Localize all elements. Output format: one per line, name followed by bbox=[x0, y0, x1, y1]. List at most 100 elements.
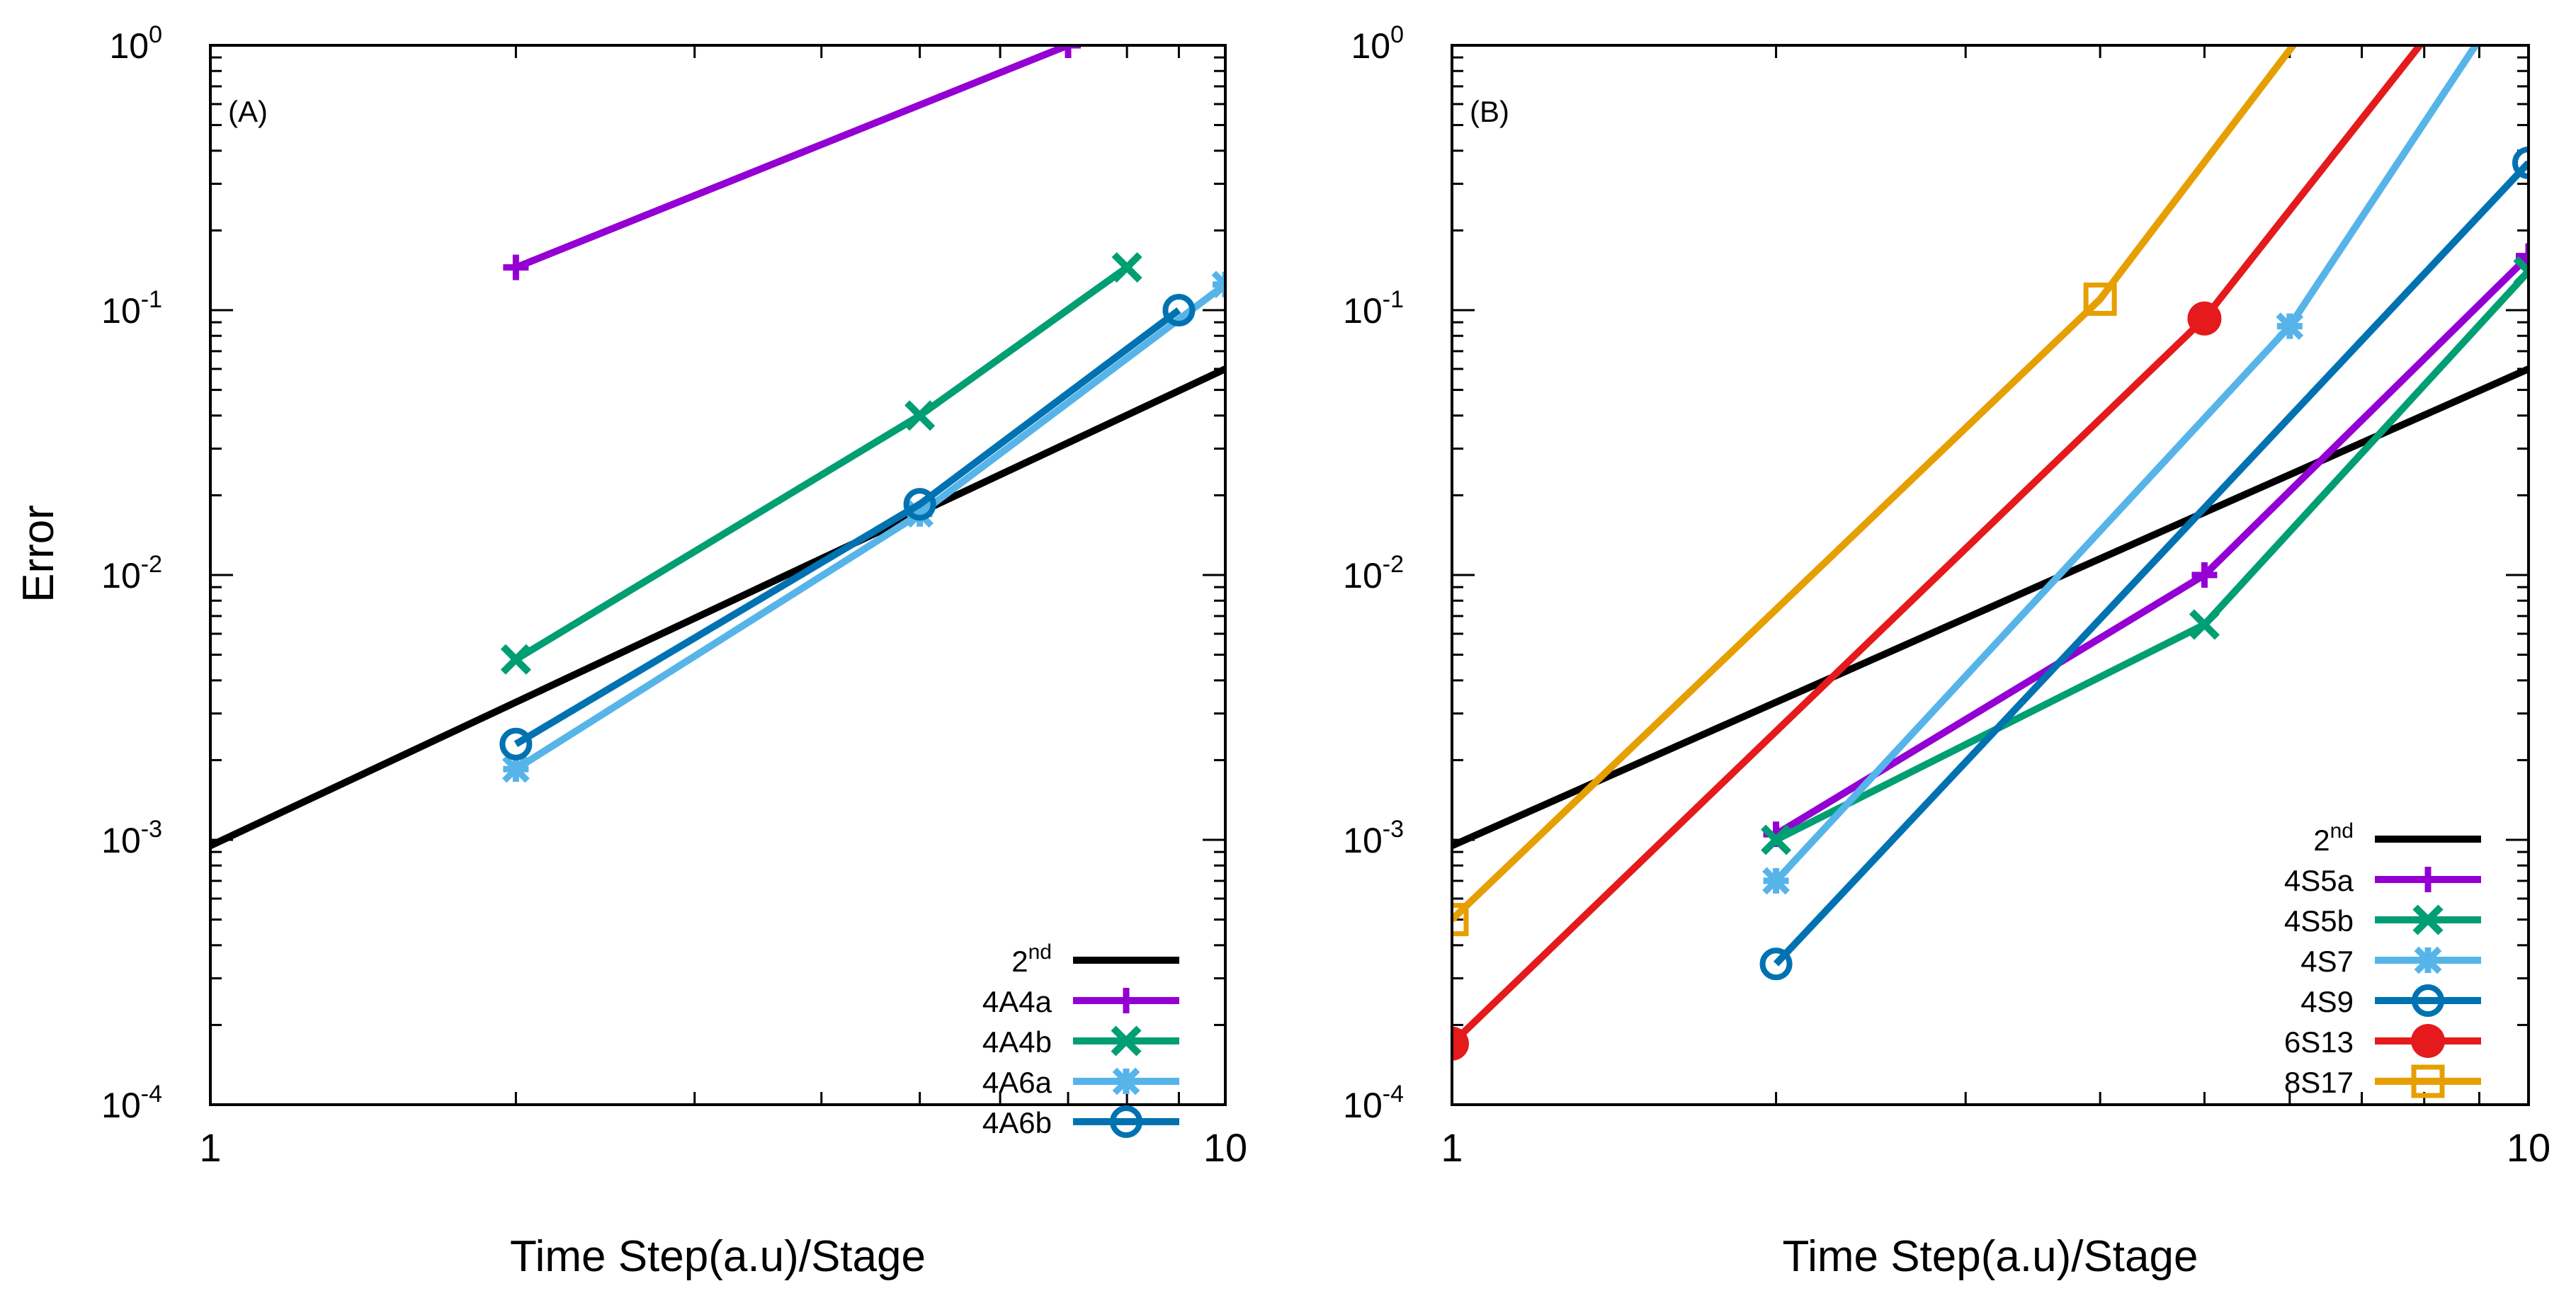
y-tick-base: 10 bbox=[109, 26, 149, 66]
series-4a6b bbox=[499, 294, 1196, 761]
y-tick-base: 10 bbox=[101, 1086, 141, 1125]
legend-label-superscript: nd bbox=[2330, 819, 2354, 843]
legend-label: 4S5b bbox=[2284, 904, 2354, 938]
legend-entry-6s13: 6S13 bbox=[2284, 1024, 2481, 1059]
y-tick-label: 10-3 bbox=[1343, 816, 1404, 860]
y-tick-exponent: -2 bbox=[1383, 551, 1404, 578]
data-point-4s5b bbox=[2513, 256, 2529, 287]
plot-frame bbox=[209, 44, 1227, 1106]
x-tick-label: 10 bbox=[1203, 1125, 1247, 1170]
series-line-8s17 bbox=[1452, 45, 2298, 923]
x-tick-label: 10 bbox=[2507, 1125, 2551, 1170]
x-axis-label: Time Step(a.u)/Stage bbox=[510, 1232, 926, 1281]
y-tick-exponent: -3 bbox=[1383, 816, 1404, 843]
legend-label: 4A4a bbox=[982, 985, 1052, 1018]
x-axis-label: Time Step(a.u)/Stage bbox=[1783, 1232, 2198, 1281]
data-point-4s7 bbox=[2276, 312, 2304, 341]
legend-marker-4s7 bbox=[2414, 946, 2442, 974]
legend-entry-8s17: 8S17 bbox=[2284, 1064, 2481, 1099]
legend-entry-4s9: 4S9 bbox=[2300, 984, 2481, 1018]
y-tick-base: 10 bbox=[1343, 1086, 1383, 1125]
y-tick-exponent: -2 bbox=[141, 551, 162, 578]
data-point-8s17 bbox=[2083, 283, 2117, 317]
series-line-4a4a bbox=[514, 45, 1069, 271]
legend-entry-4a4a: 4A4a bbox=[982, 985, 1179, 1018]
data-point-4a6a bbox=[501, 755, 530, 783]
data-point-4a4b bbox=[500, 644, 531, 675]
y-tick-base: 10 bbox=[1343, 291, 1383, 331]
legend-marker-6s13 bbox=[2411, 1024, 2445, 1058]
y-axis-label: Error bbox=[14, 505, 63, 603]
y-tick-label: 10-2 bbox=[101, 551, 162, 596]
legend-label: 4A6b bbox=[982, 1106, 1052, 1139]
data-point-4a4a bbox=[1055, 45, 1082, 58]
legend-label: 4S9 bbox=[2300, 985, 2354, 1018]
series-4a4b bbox=[500, 252, 1142, 675]
legend-entry-4s7: 4S7 bbox=[2300, 945, 2481, 978]
data-point-4s5b bbox=[1761, 824, 1792, 855]
data-point-4a4a bbox=[503, 254, 529, 280]
legend-marker-4s5b bbox=[2412, 904, 2444, 935]
series-line-4s7 bbox=[1773, 45, 2480, 884]
y-tick-exponent: -1 bbox=[141, 286, 162, 313]
legend-marker-4a6a bbox=[1112, 1067, 1140, 1095]
panel-label: (A) bbox=[228, 95, 268, 128]
legend-label: 8S17 bbox=[2284, 1066, 2354, 1099]
series-line-2nd bbox=[1452, 365, 2529, 849]
series-line-2nd bbox=[210, 365, 1225, 849]
series-4a6a bbox=[501, 271, 1225, 783]
data-point-4a6b bbox=[1162, 294, 1196, 326]
y-tick-label: 10-3 bbox=[101, 816, 162, 860]
legend: 2nd 4S5a 4S5b 4S7 4S9 6S13 8S17 bbox=[2284, 819, 2481, 1099]
series-4s7 bbox=[1762, 45, 2480, 895]
y-tick-exponent: -4 bbox=[141, 1081, 162, 1108]
data-point-4s7 bbox=[1762, 867, 1790, 895]
legend-label: 2nd bbox=[1011, 940, 1052, 978]
data-point-4s9 bbox=[2512, 146, 2529, 179]
series-line-4s5a bbox=[1774, 254, 2529, 838]
x-tick-label: 1 bbox=[199, 1125, 221, 1170]
legend-marker-8s17 bbox=[2411, 1064, 2445, 1098]
data-point-4a4b bbox=[904, 400, 936, 431]
y-tick-label: 100 bbox=[109, 21, 162, 66]
legend-entry-4a4b: 4A4b bbox=[982, 1025, 1179, 1059]
legend-label: 6S13 bbox=[2284, 1025, 2354, 1059]
plot-frame bbox=[1451, 44, 2530, 1106]
series-group bbox=[210, 45, 1225, 849]
data-point-6s13 bbox=[1452, 1026, 1469, 1061]
legend: 2nd 4A4a 4A4b 4A6a 4A6b bbox=[982, 940, 1179, 1139]
series-line-4a6b bbox=[514, 307, 1181, 748]
y-tick-exponent: -4 bbox=[1383, 1081, 1404, 1108]
y-tick-label: 10-2 bbox=[1343, 551, 1404, 596]
legend-entry-2nd: 2nd bbox=[2313, 819, 2481, 857]
y-tick-label: 10-1 bbox=[101, 286, 162, 331]
y-tick-label: 100 bbox=[1351, 21, 1404, 66]
data-point-4s9 bbox=[1759, 947, 1793, 981]
legend-marker-4a4a bbox=[1113, 988, 1139, 1013]
y-tick-exponent: 0 bbox=[1390, 21, 1404, 48]
legend-label-base: 2 bbox=[1011, 945, 1028, 978]
legend-entry-2nd: 2nd bbox=[1011, 940, 1179, 978]
data-point-4a6a bbox=[906, 500, 934, 528]
series-2nd bbox=[1452, 365, 2529, 849]
data-point-4a4b bbox=[1111, 252, 1142, 283]
legend-label: 4S5a bbox=[2284, 864, 2354, 897]
legend-marker-4a6b bbox=[1110, 1105, 1142, 1138]
legend-label: 4S7 bbox=[2300, 945, 2354, 978]
series-6s13 bbox=[1452, 45, 2424, 1061]
y-tick-base: 10 bbox=[101, 821, 141, 860]
y-tick-base: 10 bbox=[101, 291, 141, 331]
legend-label-superscript: nd bbox=[1028, 940, 1052, 964]
legend-marker-4s9 bbox=[2412, 984, 2444, 1017]
legend-label: 4A4b bbox=[982, 1025, 1052, 1059]
series-4s5b bbox=[1761, 256, 2529, 855]
data-point-4a6b bbox=[903, 488, 936, 521]
y-tick-label: 10-1 bbox=[1343, 286, 1404, 331]
legend-label: 4A6a bbox=[982, 1066, 1052, 1099]
legend-marker-4s5a bbox=[2415, 867, 2441, 892]
y-tick-base: 10 bbox=[101, 556, 141, 596]
y-tick-base: 10 bbox=[1351, 26, 1390, 66]
legend-marker-4a4b bbox=[1111, 1025, 1142, 1057]
